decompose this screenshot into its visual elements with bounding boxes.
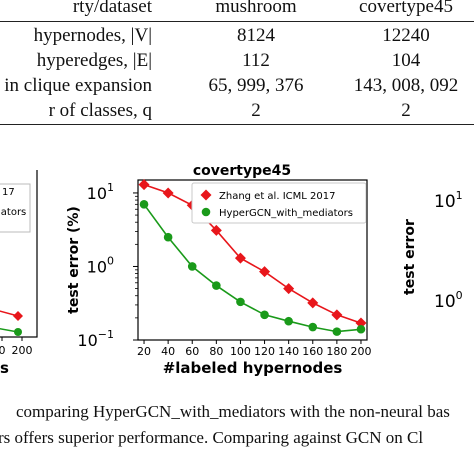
right-ytick-label: 100 bbox=[434, 289, 463, 312]
left-red-marker bbox=[13, 311, 23, 321]
diamond-marker bbox=[162, 187, 174, 199]
diamond-marker bbox=[283, 283, 295, 295]
diamond-marker bbox=[210, 224, 222, 236]
dataset-statistics-table: rty/dataset mushroom covertype45 hyperno… bbox=[0, 0, 474, 130]
legend-circle-marker bbox=[201, 207, 211, 217]
x-axis-label: #labeled hypernodes bbox=[163, 359, 343, 377]
bottom-rule bbox=[0, 124, 474, 125]
left-xtick-label: 0 bbox=[0, 344, 6, 357]
covertype45-chart: covertype45 test error (%) #labeled hype… bbox=[66, 163, 371, 377]
series-line bbox=[143, 203, 362, 333]
y-tick-label: 101 bbox=[87, 181, 114, 203]
header-covertype45: covertype45 bbox=[359, 0, 453, 17]
series-line bbox=[143, 183, 362, 324]
legend-label: Zhang et al. ICML 2017 bbox=[219, 191, 335, 202]
circle-marker bbox=[187, 262, 197, 271]
y-axis-label: test error (%) bbox=[66, 206, 82, 314]
x-tick-label: 160 bbox=[302, 345, 323, 358]
y-tick-exponent: −1 bbox=[98, 328, 114, 341]
table-row: r of classes, q 2 2 bbox=[0, 100, 474, 122]
right-ytick-exp: 1 bbox=[456, 189, 463, 202]
circle-marker bbox=[332, 327, 342, 336]
right-ytick-exp: 0 bbox=[456, 289, 463, 302]
y-tick-label: 10−1 bbox=[77, 328, 114, 350]
legend-box bbox=[191, 182, 367, 224]
axes-frame bbox=[137, 179, 368, 341]
table-row: hyperedges, |E| 112 104 bbox=[0, 50, 474, 72]
circle-marker bbox=[139, 200, 149, 209]
diamond-marker bbox=[138, 179, 150, 191]
x-tick-label: 140 bbox=[278, 345, 299, 358]
left-plot-fragment: 17 iators 0 200 s bbox=[0, 170, 38, 377]
x-tick-label: 200 bbox=[350, 345, 371, 358]
right-ylabel: test error bbox=[404, 219, 418, 295]
row-label: es in clique expansion bbox=[0, 75, 152, 96]
figure-caption: comparing HyperGCN_with_mediators with t… bbox=[0, 402, 474, 474]
y-tick-exponent: 0 bbox=[107, 254, 114, 267]
left-green-marker bbox=[14, 328, 22, 336]
row-value-covertype45: 104 bbox=[391, 50, 421, 71]
header-rule bbox=[0, 21, 474, 22]
table-header-row: rty/dataset mushroom covertype45 bbox=[0, 0, 474, 18]
legend-diamond-marker bbox=[200, 189, 212, 201]
circle-marker bbox=[356, 324, 366, 334]
circle-marker bbox=[260, 310, 269, 320]
diamond-marker bbox=[234, 252, 246, 264]
circle-marker bbox=[212, 281, 221, 290]
x-tick-label: 180 bbox=[326, 345, 347, 358]
chart-title: covertype45 bbox=[193, 163, 291, 179]
left-axes-frame bbox=[0, 170, 38, 338]
circle-marker bbox=[236, 297, 245, 307]
left-legend-box bbox=[0, 183, 31, 233]
row-label: hypernodes, |V| bbox=[33, 25, 152, 46]
circle-marker bbox=[308, 322, 318, 332]
diamond-marker bbox=[331, 309, 343, 321]
diamond-marker bbox=[259, 266, 271, 278]
x-tick-label: 60 bbox=[185, 345, 199, 358]
left-xtick-label: 200 bbox=[12, 344, 33, 357]
legend-label: HyperGCN_with_mediators bbox=[219, 208, 353, 219]
y-tick-base: 10 bbox=[87, 184, 107, 203]
header-mushroom: mushroom bbox=[215, 0, 297, 17]
table-row: hypernodes, |V| 8124 12240 bbox=[0, 25, 474, 47]
y-tick-base: 10 bbox=[87, 257, 107, 276]
left-legend-entry: iators bbox=[0, 207, 26, 218]
y-tick-exponent: 1 bbox=[107, 181, 114, 194]
left-legend-entry: 17 bbox=[2, 187, 15, 198]
row-label: hyperedges, |E| bbox=[36, 50, 152, 71]
table-row: es in clique expansion 65, 999, 376 143,… bbox=[0, 75, 474, 97]
x-tick-label: 80 bbox=[209, 345, 223, 358]
row-value-mushroom: 2 bbox=[251, 100, 261, 121]
row-value-covertype45: 2 bbox=[401, 100, 411, 121]
caption-line: comparing HyperGCN_with_mediators with t… bbox=[16, 402, 450, 421]
diamond-marker bbox=[307, 297, 319, 309]
x-tick-label: 20 bbox=[137, 345, 151, 358]
row-label: r of classes, q bbox=[48, 100, 152, 121]
header-label: rty/dataset bbox=[72, 0, 152, 17]
x-tick-label: 100 bbox=[230, 345, 251, 358]
diamond-marker bbox=[355, 317, 367, 329]
row-value-covertype45: 12240 bbox=[382, 25, 430, 46]
circle-marker bbox=[163, 232, 173, 242]
caption-line: rs offers superior performance. Comparin… bbox=[0, 428, 424, 447]
circle-marker bbox=[284, 316, 293, 326]
right-plot-fragment: test error 101 100 bbox=[404, 189, 463, 312]
right-ytick-base: 10 bbox=[434, 292, 456, 312]
y-tick-base: 10 bbox=[77, 331, 97, 350]
y-tick-label: 100 bbox=[87, 254, 114, 276]
left-xlabel: s bbox=[0, 359, 9, 377]
row-value-mushroom: 8124 bbox=[237, 25, 275, 46]
right-ytick-label: 101 bbox=[434, 189, 463, 212]
row-value-covertype45: 143, 008, 092 bbox=[353, 75, 459, 96]
right-ytick-base: 10 bbox=[434, 192, 456, 212]
row-value-mushroom: 112 bbox=[242, 50, 270, 71]
row-value-mushroom: 65, 999, 376 bbox=[208, 75, 304, 96]
x-tick-label: 40 bbox=[161, 345, 175, 358]
x-tick-label: 120 bbox=[254, 345, 275, 358]
